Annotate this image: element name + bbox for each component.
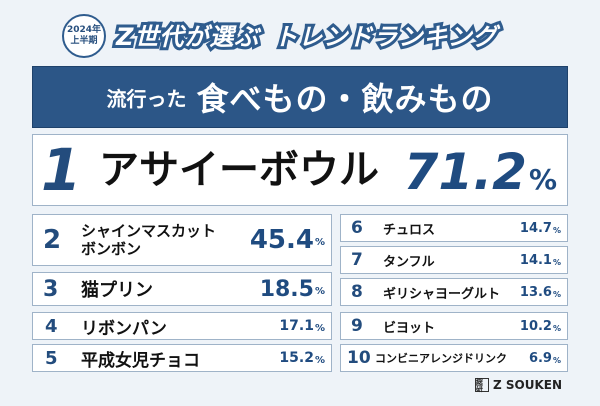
banner-big-text: 食べもの・飲みもの xyxy=(196,80,494,118)
item-name: 平成女児チョコ xyxy=(81,350,200,371)
rank-3-card: 3 猫プリン 18.5% xyxy=(32,272,332,306)
rank-5-card: 5 平成女児チョコ 15.2% xyxy=(32,344,332,372)
year-badge: 2024年 上半期 xyxy=(62,14,106,58)
logo-mark-icon: 総研 xyxy=(474,378,489,393)
item-value: 71.2% xyxy=(404,135,557,205)
item-value: 10.2% xyxy=(520,313,561,339)
rank-number: 2 xyxy=(43,225,62,255)
value-number: 17.1 xyxy=(279,318,314,334)
brand-logo: 総研 Z SOUKEN xyxy=(474,378,562,393)
value-number: 45.4 xyxy=(249,225,314,255)
item-value: 6.9% xyxy=(529,345,561,371)
badge-half: 上半期 xyxy=(70,36,98,46)
value-unit: % xyxy=(528,163,557,196)
item-name: リボンパン xyxy=(81,318,167,339)
item-name: ビヨット xyxy=(383,320,436,336)
rank-number: 3 xyxy=(43,276,59,302)
item-name: チュロス xyxy=(383,222,436,238)
item-name: 猫プリン xyxy=(81,280,153,301)
item-value: 14.7% xyxy=(520,215,561,241)
value-unit: % xyxy=(314,285,325,297)
item-name-line1: シャインマスカット xyxy=(81,222,217,240)
logo-text: Z SOUKEN xyxy=(492,378,562,392)
value-unit: % xyxy=(314,354,325,366)
rank-number: 7 xyxy=(351,250,363,270)
value-number: 10.2 xyxy=(519,318,552,334)
value-number: 14.1 xyxy=(519,252,552,268)
value-number: 13.6 xyxy=(519,284,552,300)
rank-7-card: 7 タンフル 14.1% xyxy=(340,246,568,274)
item-name: コンビニアレンジドリンク xyxy=(375,352,507,365)
rank-number: 6 xyxy=(351,218,363,238)
value-number: 71.2 xyxy=(403,143,527,201)
rank-10-card: 10 コンビニアレンジドリンク 6.9% xyxy=(340,344,568,372)
rank-number: 8 xyxy=(351,282,363,302)
item-value: 18.5% xyxy=(260,273,325,305)
value-number: 18.5 xyxy=(259,276,314,302)
value-number: 14.7 xyxy=(519,220,552,236)
rank-8-card: 8 ギリシャヨーグルト 13.6% xyxy=(340,278,568,306)
title-left: Z世代が選ぶ xyxy=(113,20,261,54)
value-unit: % xyxy=(314,322,325,334)
rank-number: 9 xyxy=(351,316,363,336)
item-value: 17.1% xyxy=(279,313,325,339)
value-unit: % xyxy=(552,323,561,333)
item-name: タンフル xyxy=(383,254,435,270)
value-unit: % xyxy=(314,236,325,248)
rank-6-card: 6 チュロス 14.7% xyxy=(340,214,568,242)
banner-small-text: 流行った xyxy=(106,86,187,111)
item-value: 13.6% xyxy=(520,279,561,305)
rank-1-card: 1 アサイーボウル 71.2% xyxy=(32,134,568,206)
value-unit: % xyxy=(552,355,561,365)
rank-number: 4 xyxy=(45,315,58,337)
ranking-title: Z世代が選ぶ トレンドランキング xyxy=(113,16,500,54)
value-number: 15.2 xyxy=(279,350,314,366)
value-unit: % xyxy=(552,289,561,299)
item-value: 14.1% xyxy=(520,247,561,273)
item-value: 15.2% xyxy=(279,345,325,371)
rank-9-card: 9 ビヨット 10.2% xyxy=(340,312,568,340)
badge-year: 2024年 xyxy=(66,25,102,35)
rank-number: 5 xyxy=(45,347,58,369)
item-value: 45.4% xyxy=(250,215,325,265)
rank-2-card: 2 シャインマスカット ボンボン 45.4% xyxy=(32,214,332,266)
rank-number: 1 xyxy=(41,136,82,204)
item-name: シャインマスカット ボンボン xyxy=(81,215,216,265)
title-right: トレンドランキング xyxy=(270,20,499,54)
value-unit: % xyxy=(552,225,561,235)
value-unit: % xyxy=(552,257,561,267)
value-number: 6.9 xyxy=(528,350,552,366)
item-name-line2: ボンボン xyxy=(81,240,142,258)
rank-number: 10 xyxy=(347,348,371,368)
item-name: ギリシャヨーグルト xyxy=(383,286,501,302)
category-banner: 流行った 食べもの・飲みもの xyxy=(32,66,568,128)
item-name: アサイーボウル xyxy=(99,147,379,193)
rank-4-card: 4 リボンパン 17.1% xyxy=(32,312,332,340)
